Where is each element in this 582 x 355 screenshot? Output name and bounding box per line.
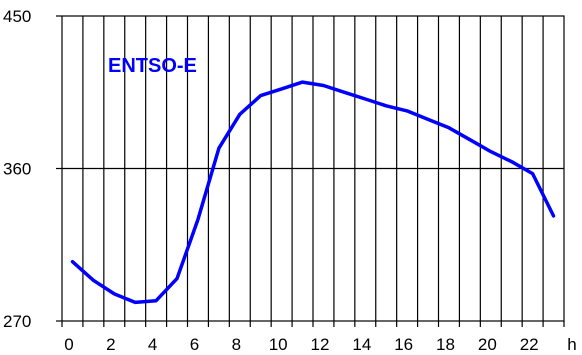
y-tick-label: 360 [3, 160, 31, 179]
x-tick-label: 14 [352, 335, 371, 354]
x-axis-labels: 0 2 4 6 8 10 12 14 16 18 20 22 [64, 335, 538, 354]
x-axis-title: h [567, 335, 576, 354]
x-tick-label: 12 [311, 335, 330, 354]
x-tick-label: 6 [190, 335, 199, 354]
x-tick-label: 8 [232, 335, 241, 354]
y-tick-label: 270 [3, 312, 31, 331]
x-tick-label: 4 [148, 335, 157, 354]
x-tick-label: 2 [106, 335, 115, 354]
x-tick-label: 22 [520, 335, 539, 354]
axis-ticks [56, 15, 565, 327]
y-axis-labels: 270 360 450 [3, 7, 31, 331]
x-tick-label: 10 [269, 335, 288, 354]
x-tick-label: 16 [394, 335, 413, 354]
series-line-entso-e [70, 80, 556, 305]
series-group [70, 80, 556, 305]
y-tick-label: 450 [3, 7, 31, 26]
series-label-entso-e: ENTSO-E [108, 55, 197, 77]
x-tick-label: 20 [478, 335, 497, 354]
x-tick-label: 0 [64, 335, 73, 354]
x-tick-label: 18 [436, 335, 455, 354]
